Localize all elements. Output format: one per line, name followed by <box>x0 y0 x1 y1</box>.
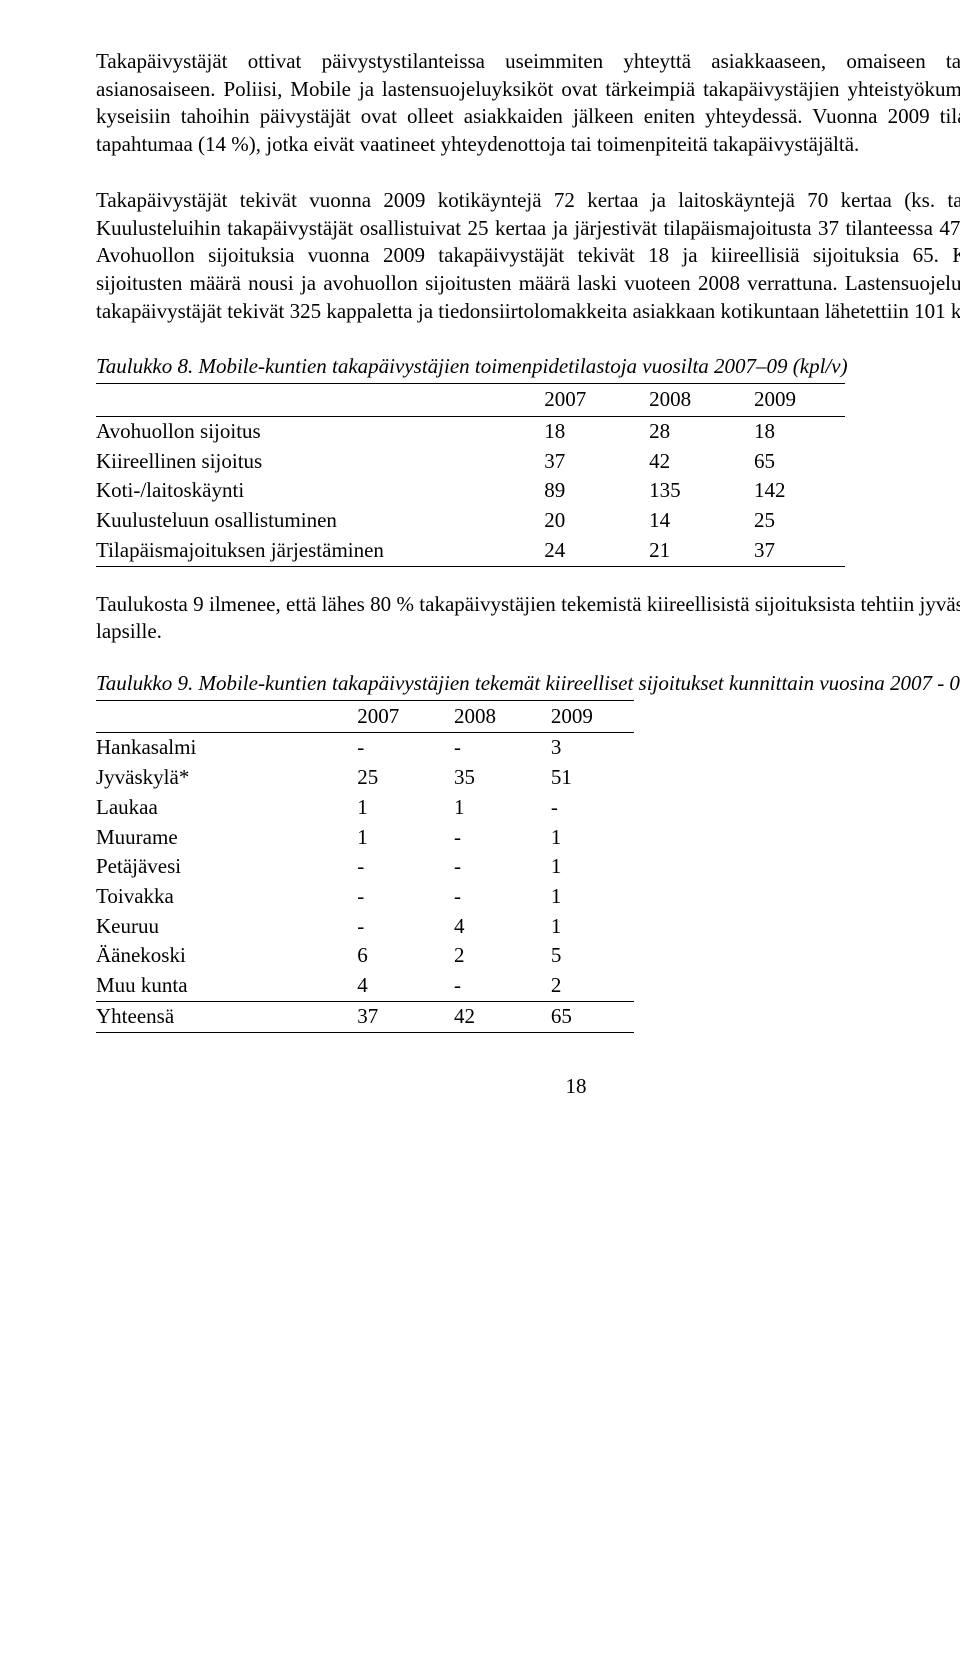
table-row: Koti-/laitoskäynti 89 135 142 <box>96 476 845 506</box>
cell: 51 <box>537 763 634 793</box>
cell: 1 <box>343 823 440 853</box>
cell: 25 <box>343 763 440 793</box>
cell: 5 <box>537 941 634 971</box>
page-number: 18 <box>96 1073 960 1101</box>
table-row: Äänekoski 6 2 5 <box>96 941 634 971</box>
table-row: Kiireellinen sijoitus 37 42 65 <box>96 447 845 477</box>
cell: 4 <box>343 971 440 1001</box>
table-row: Muu kunta 4 - 2 <box>96 971 634 1001</box>
cell: Petäjävesi <box>96 852 343 882</box>
table8-h2: 2008 <box>635 384 740 417</box>
cell: 1 <box>537 882 634 912</box>
cell: 65 <box>537 1001 634 1032</box>
cell: 20 <box>530 506 635 536</box>
cell: 135 <box>635 476 740 506</box>
cell: 2 <box>440 941 537 971</box>
table-8: 2007 2008 2009 Avohuollon sijoitus 18 28… <box>96 383 845 566</box>
table-row: Jyväskylä* 25 35 51 <box>96 763 634 793</box>
cell: Muurame <box>96 823 343 853</box>
cell: - <box>440 971 537 1001</box>
cell: Kuulusteluun osallistuminen <box>96 506 530 536</box>
cell: 3 <box>537 733 634 763</box>
table9-h0 <box>96 700 343 733</box>
cell: Keuruu <box>96 912 343 942</box>
cell: 1 <box>343 793 440 823</box>
cell: 42 <box>635 447 740 477</box>
cell: 14 <box>635 506 740 536</box>
cell: 4 <box>440 912 537 942</box>
cell: - <box>343 912 440 942</box>
table8-caption: Taulukko 8. Mobile-kuntien takapäivystäj… <box>96 353 960 381</box>
table-9: 2007 2008 2009 Hankasalmi - - 3 Jyväskyl… <box>96 700 634 1033</box>
cell: - <box>537 793 634 823</box>
cell: Muu kunta <box>96 971 343 1001</box>
table-row: Toivakka - - 1 <box>96 882 634 912</box>
table-row: Kuulusteluun osallistuminen 20 14 25 <box>96 506 845 536</box>
table-row: Avohuollon sijoitus 18 28 18 <box>96 416 845 446</box>
cell: Toivakka <box>96 882 343 912</box>
cell: 1 <box>440 793 537 823</box>
cell: 37 <box>343 1001 440 1032</box>
cell: Koti-/laitoskäynti <box>96 476 530 506</box>
cell: - <box>343 733 440 763</box>
cell: 18 <box>740 416 845 446</box>
cell: 28 <box>635 416 740 446</box>
cell: Laukaa <box>96 793 343 823</box>
cell: 37 <box>740 536 845 566</box>
cell: 35 <box>440 763 537 793</box>
cell: - <box>440 852 537 882</box>
paragraph-1: Takapäivystäjät ottivat päivystystilante… <box>96 48 960 159</box>
cell: Hankasalmi <box>96 733 343 763</box>
cell: 24 <box>530 536 635 566</box>
cell: Tilapäismajoituksen järjestäminen <box>96 536 530 566</box>
cell: - <box>440 733 537 763</box>
cell: Äänekoski <box>96 941 343 971</box>
cell: 2 <box>537 971 634 1001</box>
table9-total-row: Yhteensä 37 42 65 <box>96 1001 634 1032</box>
cell: 142 <box>740 476 845 506</box>
table9-header-row: 2007 2008 2009 <box>96 700 634 733</box>
table-row: Keuruu - 4 1 <box>96 912 634 942</box>
cell: 18 <box>530 416 635 446</box>
cell: 21 <box>635 536 740 566</box>
table8-h3: 2009 <box>740 384 845 417</box>
cell: 1 <box>537 852 634 882</box>
paragraph-3: Taulukosta 9 ilmenee, että lähes 80 % ta… <box>96 591 960 646</box>
cell: 1 <box>537 912 634 942</box>
cell: 42 <box>440 1001 537 1032</box>
table9-caption: Taulukko 9. Mobile-kuntien takapäivystäj… <box>96 670 960 698</box>
cell: Yhteensä <box>96 1001 343 1032</box>
table8-h0 <box>96 384 530 417</box>
cell: - <box>440 823 537 853</box>
table8-h1: 2007 <box>530 384 635 417</box>
paragraph-2: Takapäivystäjät tekivät vuonna 2009 koti… <box>96 187 960 326</box>
cell: Avohuollon sijoitus <box>96 416 530 446</box>
table9-h2: 2008 <box>440 700 537 733</box>
table8-header-row: 2007 2008 2009 <box>96 384 845 417</box>
cell: Jyväskylä* <box>96 763 343 793</box>
cell: 89 <box>530 476 635 506</box>
cell: - <box>343 852 440 882</box>
table-row: Laukaa 1 1 - <box>96 793 634 823</box>
table-row: Tilapäismajoituksen järjestäminen 24 21 … <box>96 536 845 566</box>
cell: 25 <box>740 506 845 536</box>
table-row: Muurame 1 - 1 <box>96 823 634 853</box>
cell: 1 <box>537 823 634 853</box>
cell: 37 <box>530 447 635 477</box>
cell: Kiireellinen sijoitus <box>96 447 530 477</box>
table9-h3: 2009 <box>537 700 634 733</box>
table-row: Petäjävesi - - 1 <box>96 852 634 882</box>
cell: - <box>343 882 440 912</box>
cell: - <box>440 882 537 912</box>
table9-h1: 2007 <box>343 700 440 733</box>
cell: 65 <box>740 447 845 477</box>
table-row: Hankasalmi - - 3 <box>96 733 634 763</box>
cell: 6 <box>343 941 440 971</box>
